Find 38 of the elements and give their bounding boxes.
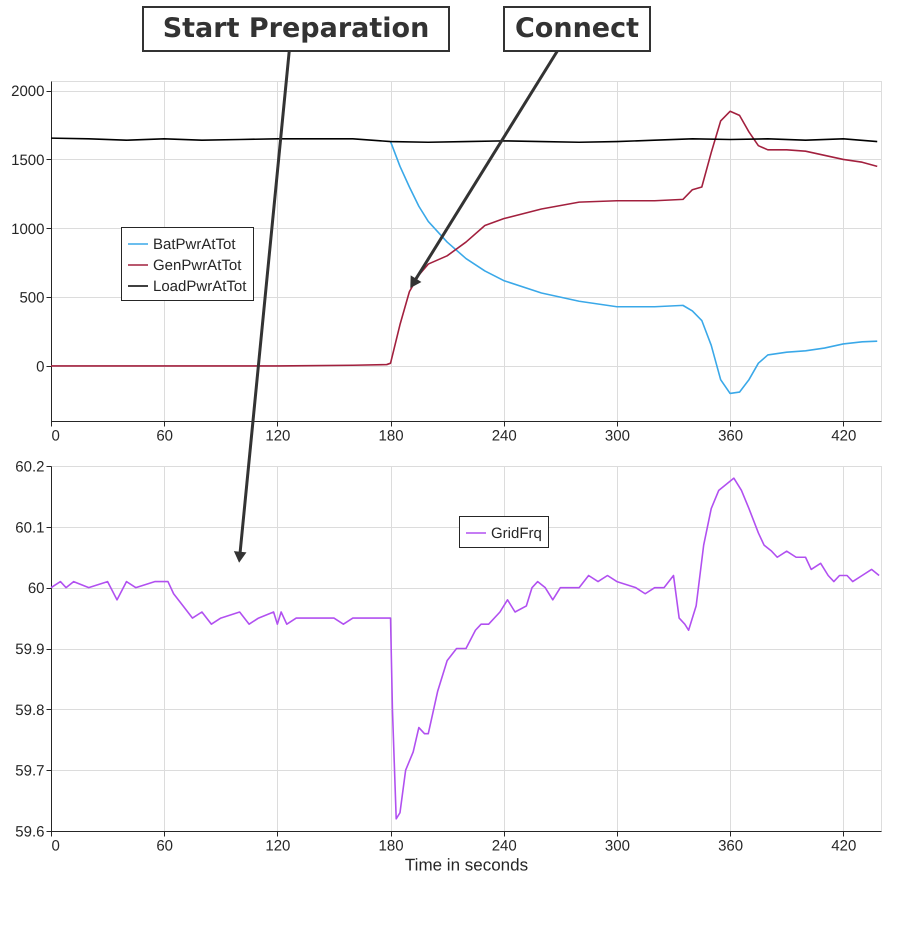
x-tick-label: 0 <box>52 838 60 854</box>
y-tick-label: 2000 <box>11 83 44 100</box>
x-tick-label: 120 <box>265 838 290 854</box>
x-tick-label: 420 <box>831 838 856 854</box>
y-tick-label: 59.9 <box>15 641 44 658</box>
x-tick-label: 360 <box>718 428 744 444</box>
x-tick-label: 300 <box>604 428 630 444</box>
line-series <box>390 140 878 394</box>
x-tick-label: 300 <box>604 838 630 854</box>
y-tick-label: 60 <box>28 580 44 598</box>
y-tick-label: 1500 <box>11 152 44 169</box>
x-tick-label: 0 <box>52 428 60 444</box>
x-tick-label: 240 <box>492 428 517 444</box>
x-tick-label: 420 <box>831 428 856 444</box>
y-tick-label: 59.8 <box>15 702 44 719</box>
y-tick-label: 500 <box>19 290 44 307</box>
legend-label: GenPwrAtTot <box>153 257 242 274</box>
line-series <box>50 110 878 367</box>
x-tick-label: 360 <box>718 838 744 854</box>
x-tick-label: 60 <box>156 428 174 444</box>
y-tick-label: 60.1 <box>15 519 44 536</box>
legend-label: GridFrq <box>491 525 542 542</box>
line-series <box>50 477 880 820</box>
y-tick-label: 59.7 <box>15 762 44 780</box>
y-tick-label: 1000 <box>11 220 44 238</box>
x-tick-label: 120 <box>265 428 290 444</box>
y-tick-label: 59.6 <box>15 824 44 840</box>
x-tick-label: 180 <box>378 838 404 854</box>
x-tick-label: 240 <box>492 838 517 854</box>
annotation: Start Preparation <box>162 13 430 44</box>
legend-label: BatPwrAtTot <box>153 236 236 253</box>
y-tick-label: 60.2 <box>15 458 44 476</box>
x-tick-label: 180 <box>378 428 404 444</box>
x-axis-title: Time in seconds <box>404 856 528 874</box>
annotation: Connect <box>514 13 640 44</box>
y-tick-label: 0 <box>36 358 44 376</box>
x-tick-label: 60 <box>156 838 174 854</box>
legend-label: LoadPwrAtTot <box>153 278 248 295</box>
